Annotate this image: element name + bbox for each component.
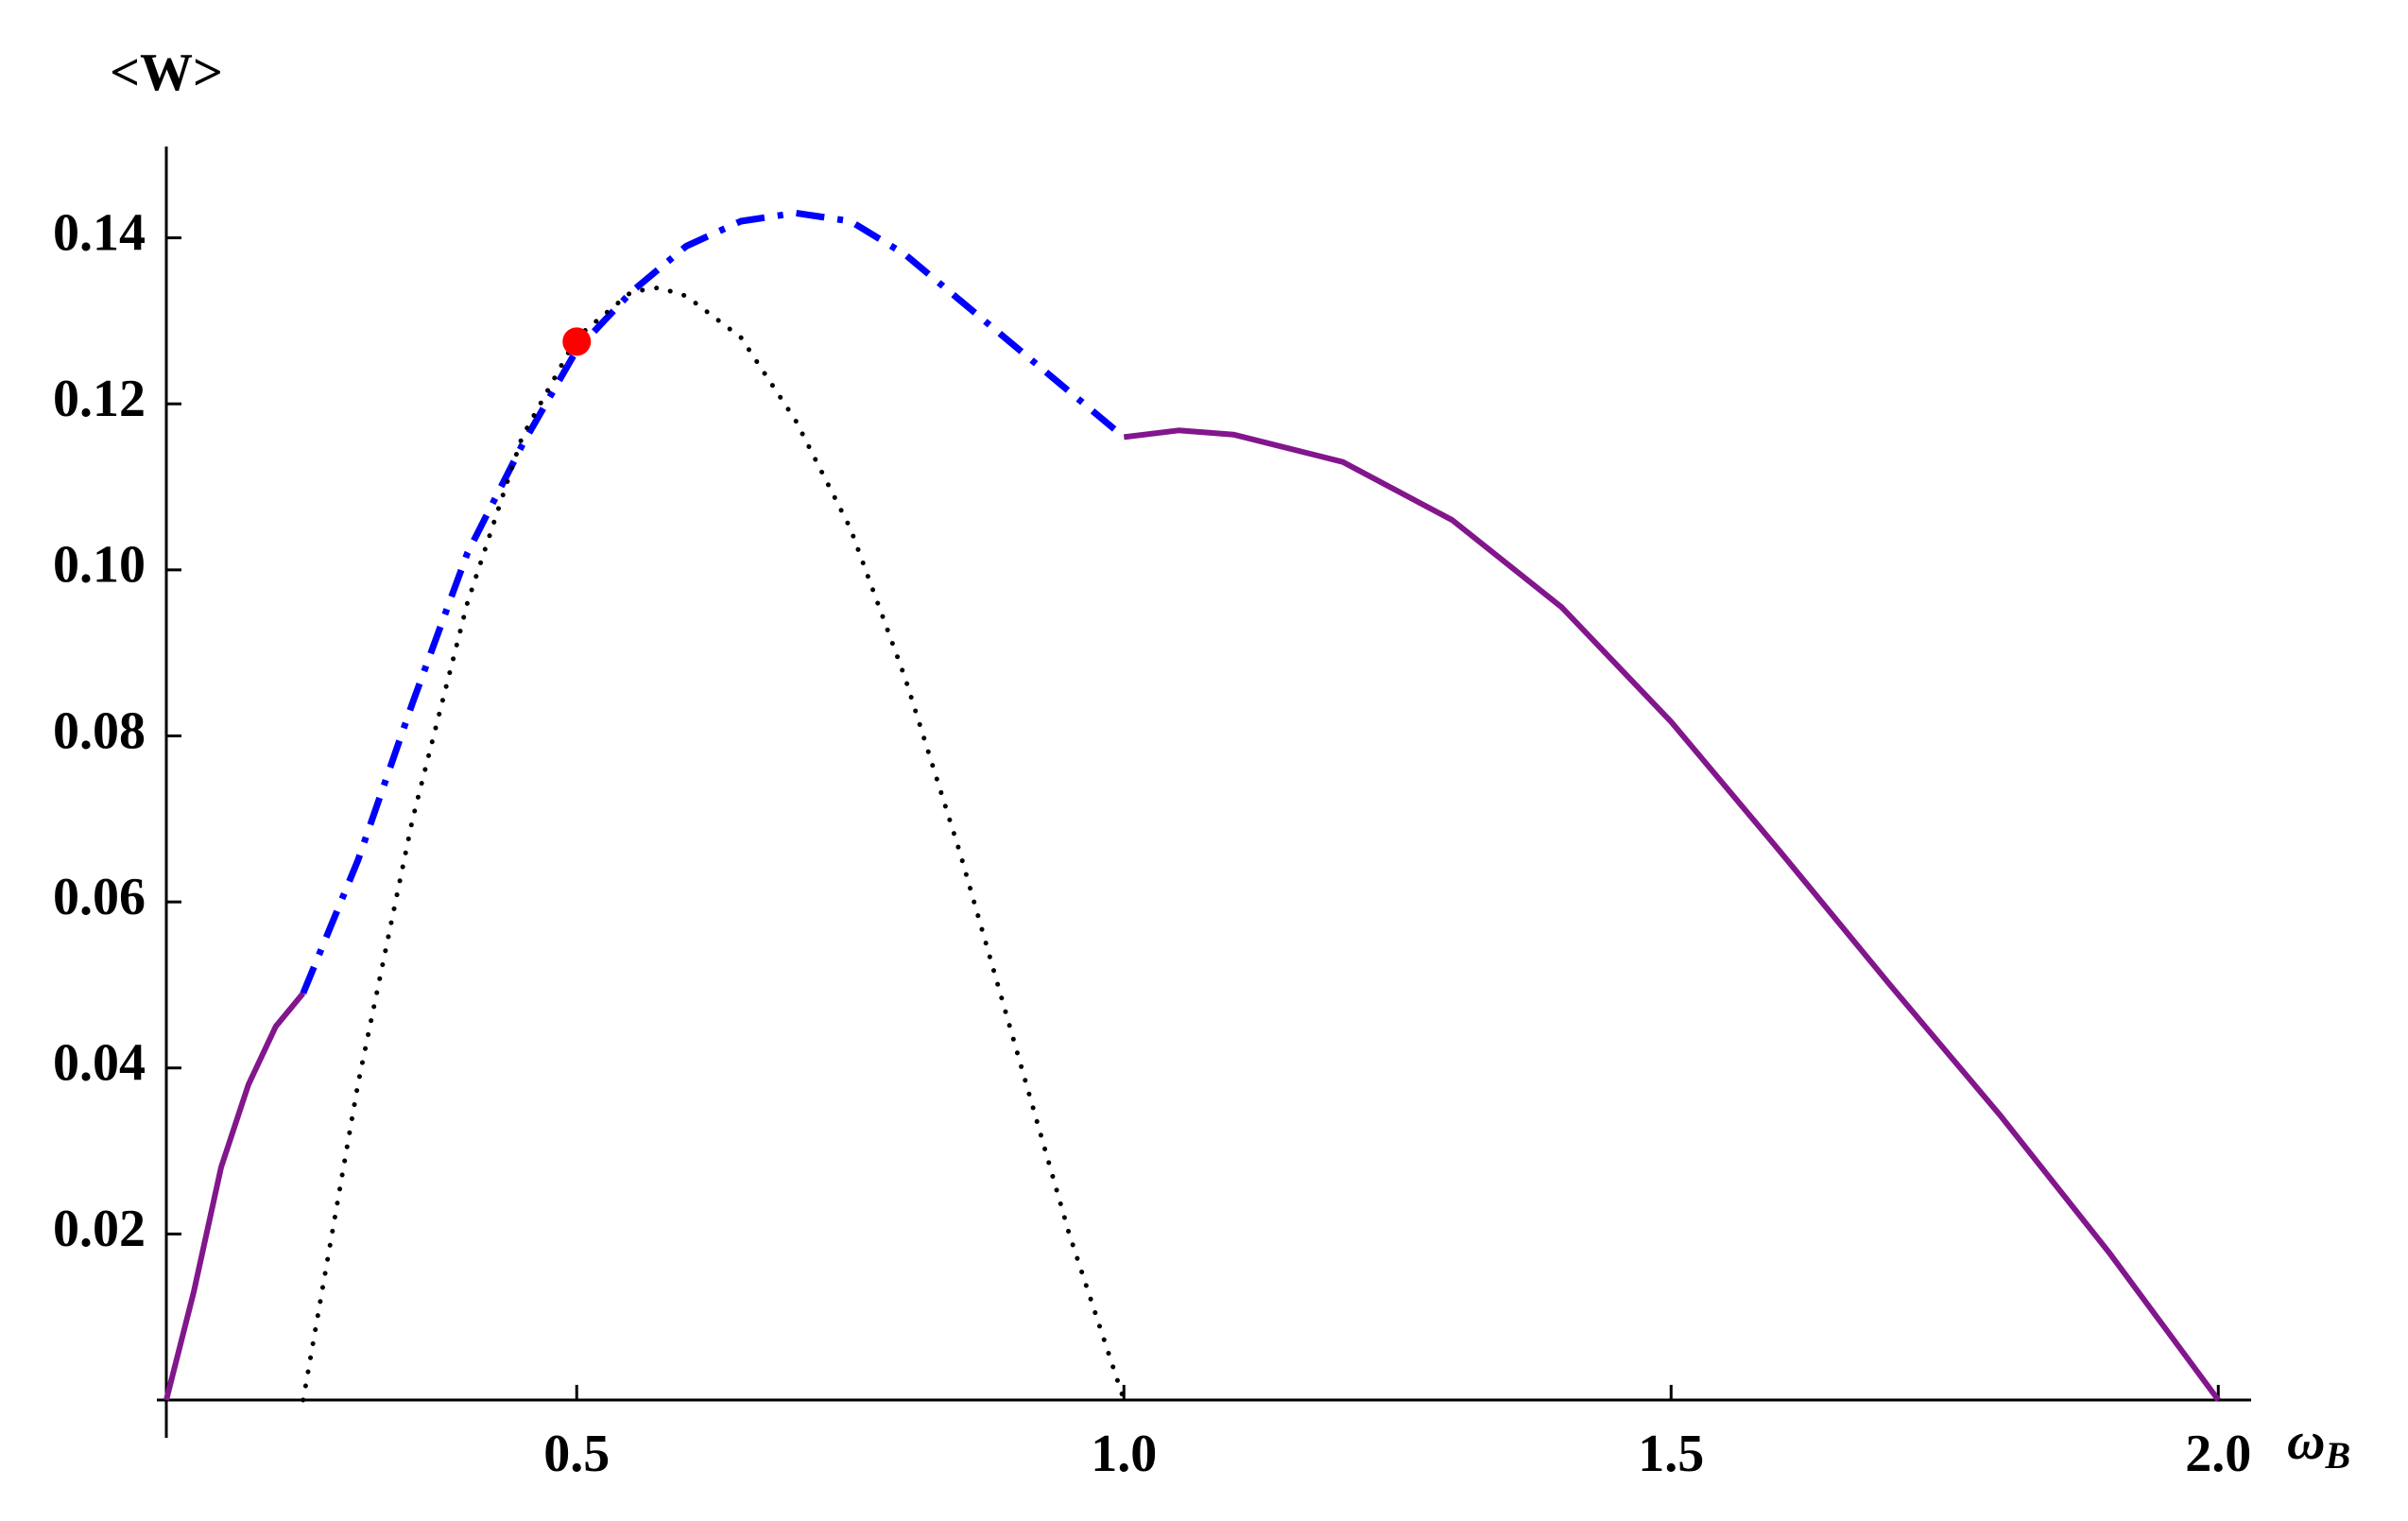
series-line <box>300 209 1127 995</box>
y-tick-label: 0.02 <box>53 1200 146 1258</box>
x-axis-label-sub: B <box>2325 1434 2351 1477</box>
x-tick-label: 2.0 <box>2185 1425 2251 1483</box>
x-tick-label: 1.5 <box>1638 1425 1704 1483</box>
y-tick-label: 0.08 <box>53 701 146 760</box>
series-line <box>163 991 306 1401</box>
x-axis-label-main: ω <box>2287 1412 2326 1471</box>
y-tick-label: 0.14 <box>53 203 146 262</box>
series-line <box>301 285 1127 1403</box>
highlight-point <box>562 327 592 356</box>
y-tick-label: 0.06 <box>53 868 146 926</box>
y-tick-label: 0.12 <box>53 370 146 428</box>
x-tick-label: 1.0 <box>1091 1425 1157 1483</box>
series-line <box>1123 427 2221 1402</box>
x-axis-label: ωB <box>2287 1412 2350 1477</box>
y-tick-label: 0.10 <box>53 536 146 595</box>
y-axis-label: <W> <box>110 43 223 102</box>
y-tick-label: 0.04 <box>53 1034 146 1093</box>
x-tick-label: 0.5 <box>543 1425 610 1483</box>
